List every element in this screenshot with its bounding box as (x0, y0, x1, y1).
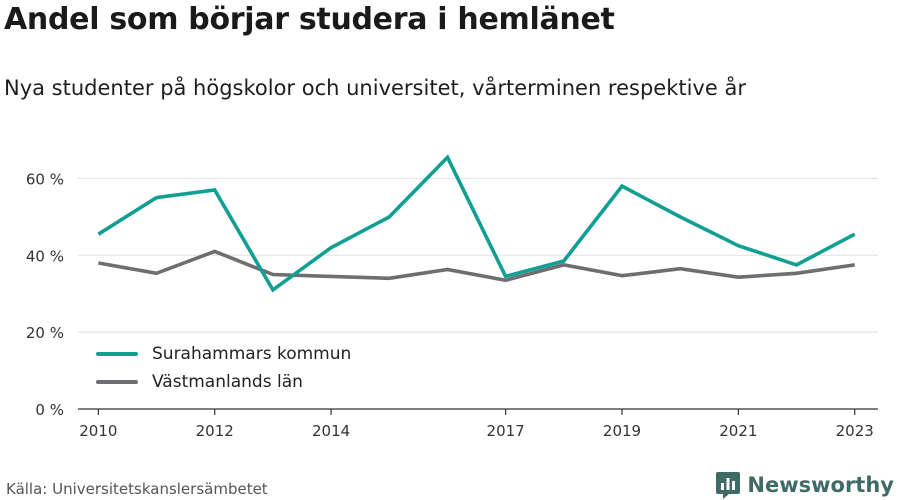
legend-swatch-series-0 (96, 352, 138, 356)
y-tick-label: 60 % (26, 170, 64, 188)
legend-item-series-1: Västmanlands län (96, 368, 351, 396)
y-tick-label: 40 % (26, 247, 64, 265)
source-note: Källa: Universitetskanslersämbetet (6, 480, 268, 498)
newsworthy-logo-icon (716, 472, 741, 499)
y-tick-label: 0 % (35, 401, 64, 419)
y-tick-label: 20 % (26, 324, 64, 342)
x-tick-label: 2017 (487, 422, 525, 440)
series-line-0 (97, 154, 856, 293)
legend-item-series-0: Surahammars kommun (96, 340, 351, 368)
chart-title: Andel som börjar studera i hemlänet (4, 2, 615, 37)
x-tick-label: 2019 (603, 422, 641, 440)
legend-label-series-0: Surahammars kommun (152, 344, 352, 364)
x-tick-label: 2023 (836, 422, 874, 440)
line-chart: 0 % 20 % 40 % 60 % 2010 2012 2014 2017 2019 2021 2… (26, 154, 878, 440)
chart-legend: Surahammars kommun Västmanlands län (96, 340, 351, 396)
x-tick-label: 2010 (79, 422, 117, 440)
x-tick-label: 2021 (719, 422, 757, 440)
legend-swatch-series-1 (96, 380, 138, 384)
chart-subtitle: Nya studenter på högskolor och universit… (4, 76, 746, 100)
x-tick-label: 2012 (196, 422, 234, 440)
x-tick-label: 2014 (312, 422, 350, 440)
brand-name: Newsworthy (747, 473, 894, 497)
series-line-1 (98, 249, 855, 283)
legend-label-series-1: Västmanlands län (152, 372, 303, 392)
brand-logo[interactable]: Newsworthy (715, 470, 894, 500)
